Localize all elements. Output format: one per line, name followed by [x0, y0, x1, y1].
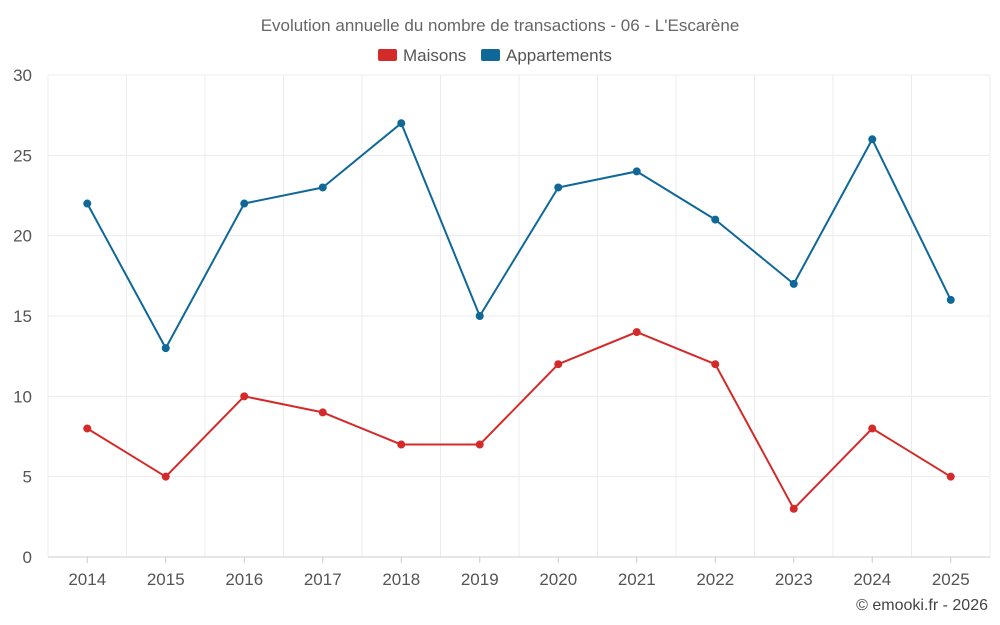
legend: Maisons Appartements	[378, 46, 612, 65]
data-point-appartements[interactable]	[632, 167, 641, 176]
y-tick-label: 5	[23, 468, 32, 487]
data-point-appartements[interactable]	[554, 183, 563, 192]
data-point-appartements[interactable]	[397, 119, 406, 128]
data-point-maisons[interactable]	[946, 472, 955, 481]
legend-label-appartements: Appartements	[506, 46, 612, 65]
data-point-maisons[interactable]	[632, 328, 641, 337]
y-axis-ticks: 0 5 10 15 20 25 30	[13, 66, 32, 567]
data-point-maisons[interactable]	[83, 424, 92, 433]
data-point-maisons[interactable]	[161, 472, 170, 481]
data-point-maisons[interactable]	[789, 504, 798, 513]
x-tick-label: 2025	[932, 570, 970, 589]
chart-title: Evolution annuelle du nombre de transact…	[261, 16, 740, 35]
y-tick-label: 30	[13, 66, 32, 85]
x-tick-label: 2020	[539, 570, 577, 589]
credit-text: © emooki.fr - 2026	[856, 597, 988, 614]
series-line-maisons	[86, 331, 952, 510]
y-tick-label: 25	[13, 146, 32, 165]
data-point-appartements[interactable]	[240, 199, 249, 208]
x-tick-label: 2016	[225, 570, 263, 589]
data-point-maisons[interactable]	[554, 360, 563, 369]
x-tick-label: 2023	[775, 570, 813, 589]
data-point-appartements[interactable]	[318, 183, 327, 192]
legend-item-appartements[interactable]: Appartements	[481, 46, 612, 65]
x-tick-label: 2018	[382, 570, 420, 589]
data-point-appartements[interactable]	[789, 279, 798, 288]
x-tick-label: 2024	[853, 570, 891, 589]
data-point-maisons[interactable]	[711, 360, 720, 369]
y-tick-label: 10	[13, 387, 32, 406]
data-point-appartements[interactable]	[946, 295, 955, 304]
data-point-maisons[interactable]	[240, 392, 249, 401]
data-point-maisons[interactable]	[397, 440, 406, 449]
legend-swatch-appartements	[481, 49, 500, 61]
data-point-maisons[interactable]	[868, 424, 877, 433]
legend-swatch-maisons	[378, 49, 397, 61]
data-point-appartements[interactable]	[711, 215, 720, 224]
x-tick-label: 2021	[618, 570, 656, 589]
x-tick-label: 2019	[461, 570, 499, 589]
x-tick-label: 2015	[147, 570, 185, 589]
y-tick-label: 20	[13, 227, 32, 246]
x-tick-label: 2022	[696, 570, 734, 589]
data-point-maisons[interactable]	[318, 408, 327, 417]
data-point-appartements[interactable]	[83, 199, 92, 208]
x-tick-label: 2017	[304, 570, 342, 589]
data-point-appartements[interactable]	[868, 135, 877, 144]
legend-label-maisons: Maisons	[403, 46, 466, 65]
gridlines	[47, 74, 991, 557]
y-tick-label: 0	[23, 548, 32, 567]
data-point-appartements[interactable]	[161, 344, 170, 353]
series-line-appartements	[86, 122, 952, 350]
data-point-maisons[interactable]	[475, 440, 484, 449]
x-tick-label: 2014	[68, 570, 106, 589]
legend-item-maisons[interactable]: Maisons	[378, 46, 466, 65]
data-point-appartements[interactable]	[475, 312, 484, 320]
series-layer	[83, 119, 955, 513]
x-axis-ticks: 2014 2015 2016 2017 2018 2019 2020 2021 2022 2023…	[68, 557, 970, 589]
y-tick-label: 15	[13, 307, 32, 326]
